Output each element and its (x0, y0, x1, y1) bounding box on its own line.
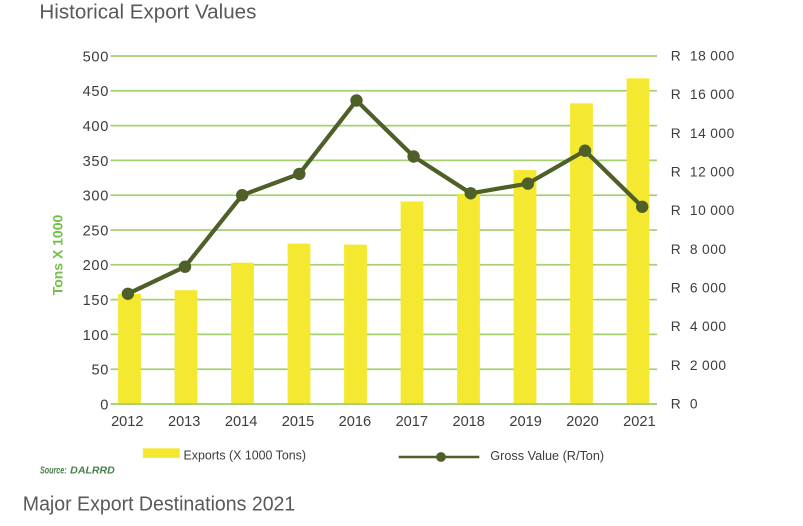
svg-text:R 12 000: R 12 000 (671, 165, 735, 180)
svg-text:0: 0 (100, 397, 109, 413)
svg-text:R 10 000: R 10 000 (671, 203, 735, 218)
svg-text:450: 450 (83, 84, 109, 100)
svg-text:2021: 2021 (623, 414, 655, 430)
svg-text:2012: 2012 (111, 414, 143, 430)
svg-text:DALRRD: DALRRD (70, 466, 115, 477)
svg-text:400: 400 (83, 119, 109, 135)
svg-text:R 6 000: R 6 000 (671, 281, 727, 296)
svg-text:R 4 000: R 4 000 (671, 319, 727, 334)
svg-text:Tons X 1000: Tons X 1000 (51, 214, 66, 295)
svg-text:150: 150 (83, 293, 109, 309)
svg-text:2015: 2015 (282, 414, 314, 430)
svg-text:300: 300 (83, 189, 109, 205)
svg-text:Exports (X 1000 Tons): Exports (X 1000 Tons) (184, 447, 307, 462)
svg-text:100: 100 (83, 328, 109, 344)
svg-text:2019: 2019 (509, 414, 541, 430)
svg-text:Gross Value (R/Ton): Gross Value (R/Ton) (490, 448, 604, 463)
svg-text:350: 350 (83, 154, 109, 170)
svg-text:Major Export Destinations 2021: Major Export Destinations 2021 (23, 493, 296, 515)
svg-text:2018: 2018 (452, 414, 484, 430)
svg-text:2016: 2016 (339, 414, 371, 430)
svg-text:2020: 2020 (566, 414, 598, 430)
svg-text:2014: 2014 (225, 414, 257, 430)
svg-text:R 2 000: R 2 000 (671, 358, 727, 373)
svg-text:2017: 2017 (396, 414, 428, 430)
svg-text:R 14 000: R 14 000 (671, 126, 735, 141)
svg-text:200: 200 (83, 258, 109, 274)
svg-text:R 16 000: R 16 000 (671, 87, 735, 102)
svg-text:R 0: R 0 (671, 397, 698, 412)
svg-text:R 18 000: R 18 000 (671, 49, 735, 64)
svg-text:Source:: Source: (40, 466, 67, 477)
svg-text:2013: 2013 (168, 414, 200, 430)
svg-text:R 8 000: R 8 000 (671, 242, 727, 257)
svg-text:Historical Export Values: Historical Export Values (39, 1, 256, 23)
svg-text:50: 50 (91, 363, 109, 379)
svg-text:500: 500 (83, 49, 109, 65)
svg-text:250: 250 (83, 223, 109, 239)
